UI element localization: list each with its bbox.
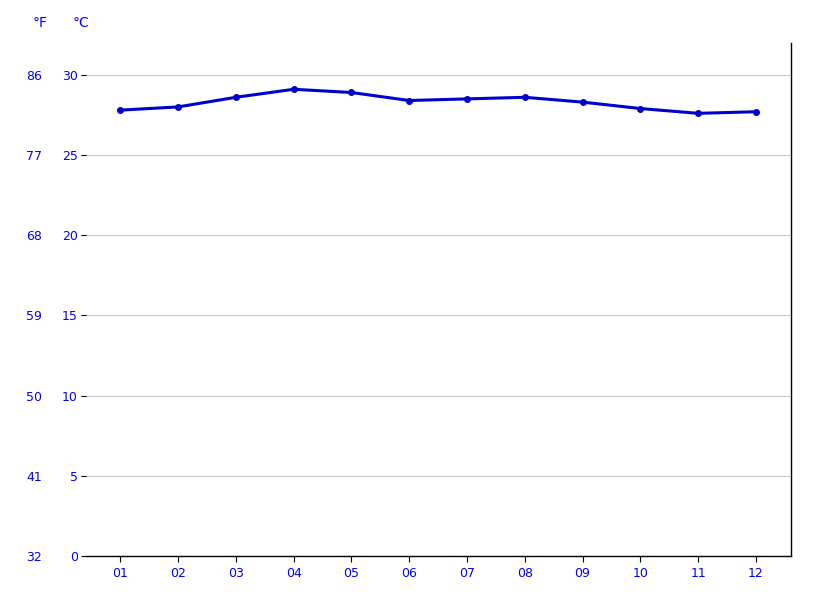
Text: °F: °F <box>33 16 48 30</box>
Text: °C: °C <box>73 16 90 30</box>
